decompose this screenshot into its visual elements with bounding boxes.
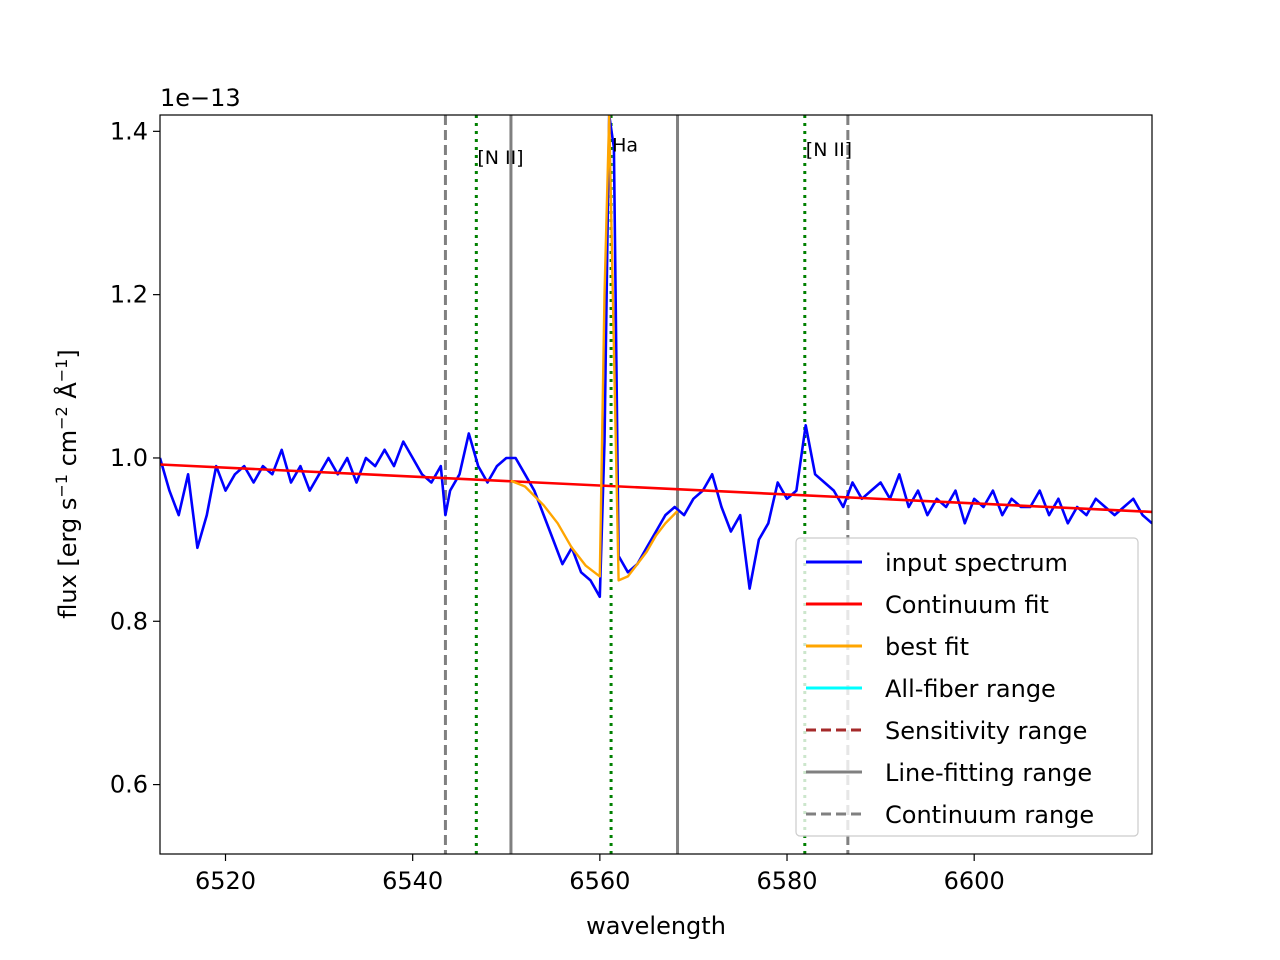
y-offset-text: 1e−13 xyxy=(160,84,241,112)
series-best-fit xyxy=(510,115,679,582)
x-tick-label: 6580 xyxy=(756,867,817,895)
legend-label: Line-fitting range xyxy=(885,759,1092,787)
x-axis-label: wavelength xyxy=(586,912,726,940)
y-tick-label: 1.4 xyxy=(110,117,148,145)
legend: input spectrum Continuum fit best fit All-f… xyxy=(795,537,1139,837)
annotation-label: [N II] xyxy=(477,147,523,169)
y-tick-label: 1.2 xyxy=(110,281,148,309)
legend-box xyxy=(795,537,1139,837)
y-tick-label: 0.6 xyxy=(110,771,148,799)
legend-label: input spectrum xyxy=(885,549,1068,577)
plot-frame xyxy=(159,114,1153,855)
x-tick-label: 6520 xyxy=(195,867,256,895)
series-continuum-fit xyxy=(160,463,1152,514)
annotation-label: Ha xyxy=(612,135,638,157)
legend-label: best fit xyxy=(885,633,969,661)
legend-label: Sensitivity range xyxy=(885,717,1087,745)
annotation-label: [N II] xyxy=(806,139,852,161)
legend-label: Continuum fit xyxy=(885,591,1049,619)
y-axis-label: flux [erg s−1 cm−2 Å−1] xyxy=(52,349,83,619)
x-tick-label: 6540 xyxy=(382,867,443,895)
legend-label: Continuum range xyxy=(885,801,1094,829)
y-tick-label: 0.8 xyxy=(110,607,148,635)
x-tick-label: 6560 xyxy=(569,867,630,895)
series-input-spectrum xyxy=(160,115,1152,599)
y-tick-label: 1.0 xyxy=(110,444,148,472)
legend-label: All-fiber range xyxy=(885,675,1056,703)
x-tick-label: 6600 xyxy=(944,867,1005,895)
